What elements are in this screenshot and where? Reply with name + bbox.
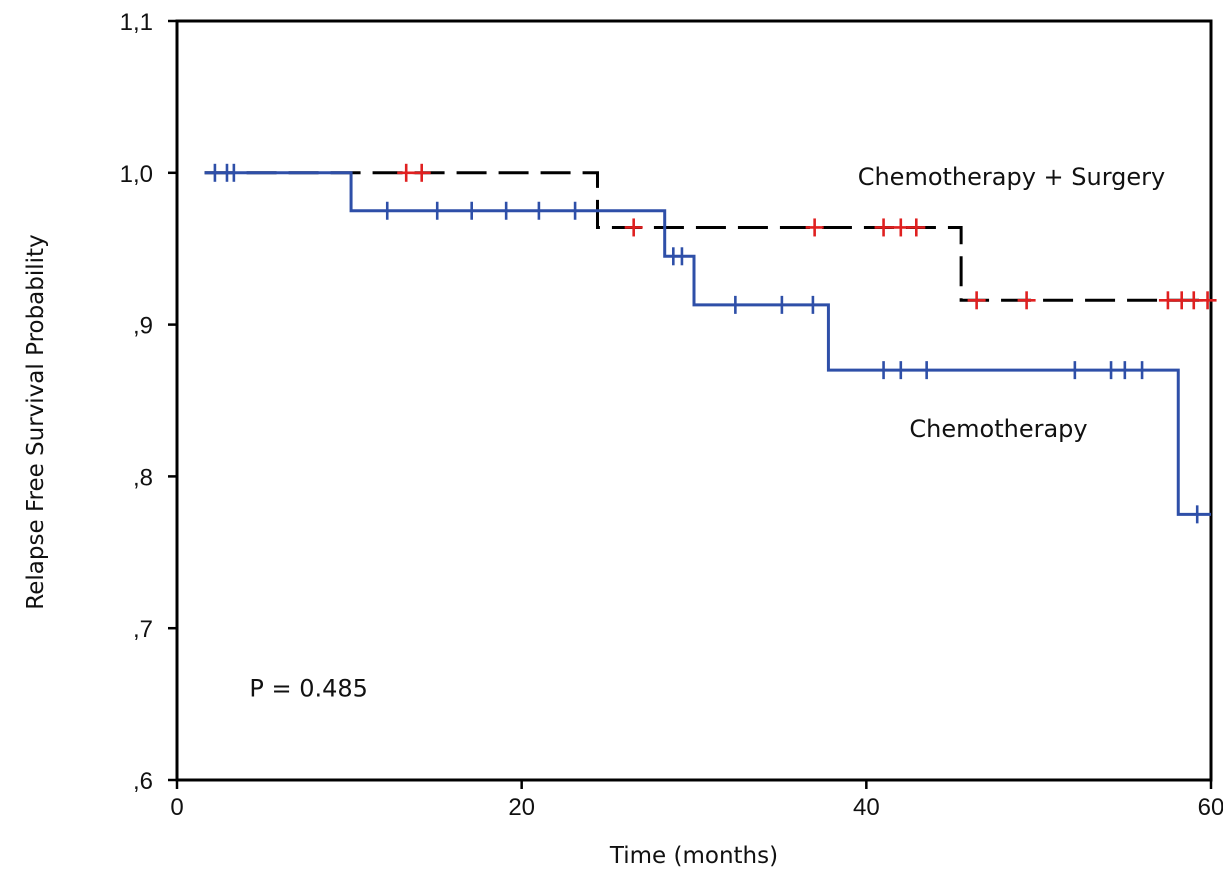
annotations: P = 0.485 Chemotherapy + Surgery Chemother… — [249, 163, 1165, 703]
censor-mark — [1198, 291, 1217, 310]
series-layer — [204, 163, 1217, 524]
x-tick-label: 40 — [853, 794, 880, 821]
censor-mark — [624, 218, 643, 237]
y-tick-label: 1,1 — [120, 9, 153, 36]
censor-mark — [1017, 291, 1036, 310]
censor-mark — [907, 218, 926, 237]
y-tick-label: 1,0 — [120, 161, 153, 188]
plot-border — [175, 19, 1213, 782]
y-tick-label: ,6 — [133, 768, 153, 795]
x-axis-title: Time (months) — [609, 843, 778, 869]
censor-mark — [874, 218, 893, 237]
censor-mark — [805, 218, 824, 237]
x-axis-ticks: 0 20 40 60 — [170, 780, 1223, 821]
censor-mark — [891, 218, 910, 237]
censor-mark — [397, 163, 416, 182]
x-tick-label: 60 — [1198, 794, 1223, 821]
y-tick-label: ,8 — [133, 464, 153, 491]
series-line-chemo-surgery — [204, 171, 1211, 302]
censor-mark — [412, 163, 431, 182]
y-axis-title: Relapse Free Survival Probability — [23, 234, 49, 609]
annotation-text: Chemotherapy + Surgery — [858, 163, 1166, 191]
x-tick-label: 0 — [170, 794, 183, 821]
annotation-text: Chemotherapy — [909, 415, 1087, 443]
annotation-text: P = 0.485 — [249, 675, 368, 703]
y-tick-label: ,9 — [133, 313, 153, 340]
censor-mark — [967, 291, 986, 310]
x-tick-label: 20 — [508, 794, 535, 821]
y-axis-ticks: ,6 ,7 ,8 ,9 1,0 1,1 — [120, 9, 177, 795]
series-line-chemo — [204, 171, 1211, 516]
y-tick-label: ,7 — [133, 616, 153, 643]
plot-frame — [175, 19, 1213, 782]
